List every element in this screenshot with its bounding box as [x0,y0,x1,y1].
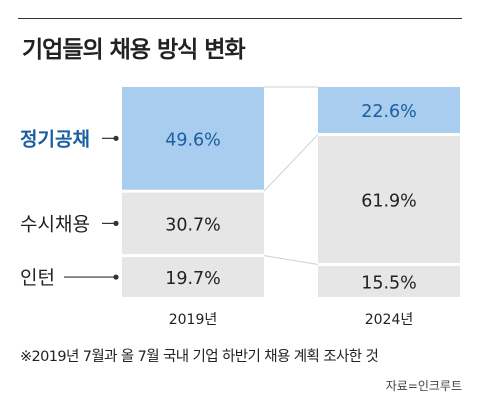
footnote: ※2019년 7월과 올 7월 국내 기업 하반기 채용 계획 조사한 것 [20,349,379,365]
x-tick-label-2024: 2024년 [365,312,414,328]
x-tick-label-2019: 2019년 [169,312,218,328]
bar-segment-regular-2019 [122,87,264,190]
source-credit: 자료=인크루트 [385,379,462,393]
connector-line-2 [263,134,319,192]
bar-segment-intern-2024 [318,265,460,297]
data-label-regular-2019: 49.6% [165,130,221,150]
legend-label-intern: 인턴 [20,267,55,289]
data-label-intern-2024: 15.5% [361,273,417,293]
legend-label-rolling: 수시채용 [20,213,90,235]
legend-pointer-dot-rolling [113,220,119,226]
legend-label-regular: 정기공채 [20,128,90,150]
top-rule [18,18,462,19]
data-label-intern-2019: 19.7% [165,269,221,289]
chart-title: 기업들의 채용 방식 변화 [22,37,246,63]
connector-line-1 [263,255,319,265]
bar-segment-regular-2024 [318,87,460,133]
bar-segment-intern-2019 [122,257,264,297]
data-label-rolling-2024: 61.9% [361,191,417,211]
legend-pointer-dot-intern [113,274,119,280]
data-label-rolling-2019: 30.7% [165,215,221,235]
data-label-regular-2024: 22.6% [361,102,417,122]
bar-segment-rolling-2024 [318,135,460,263]
bar-segment-rolling-2019 [122,192,264,255]
legend-pointer-dot-regular [113,135,119,141]
